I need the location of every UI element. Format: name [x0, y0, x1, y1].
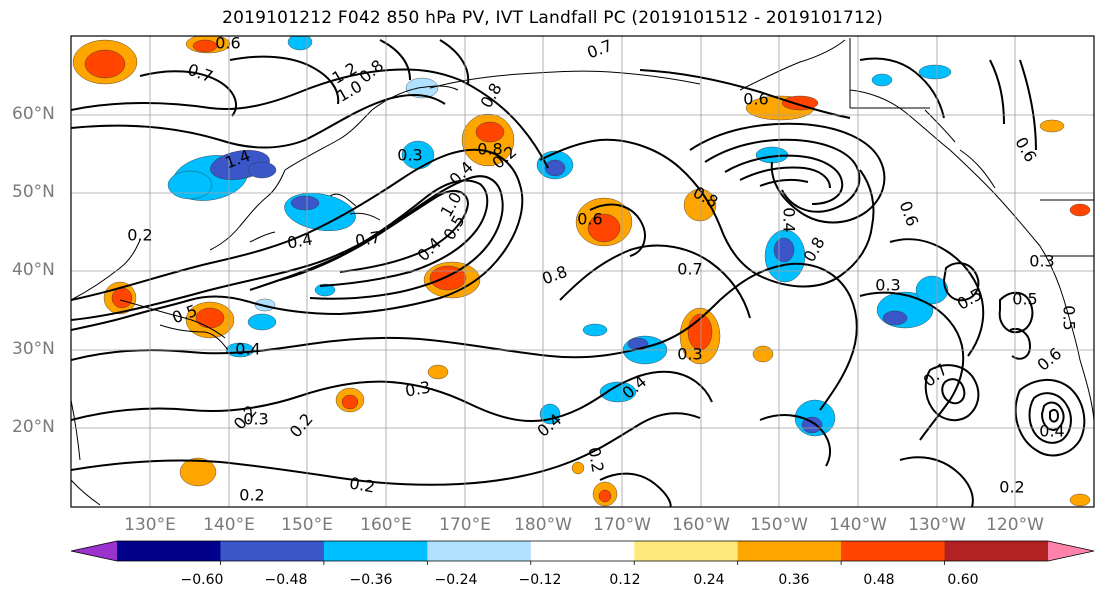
- anomaly-shading: [179, 457, 217, 487]
- map-title: 2019101212 F042 850 hPa PV, IVT Landfall…: [222, 8, 883, 28]
- anomaly-shading: [427, 364, 449, 380]
- lon-label: 150°W: [750, 515, 808, 535]
- anomaly-shading: [544, 159, 566, 177]
- anomaly-shading: [341, 394, 359, 410]
- anomaly-shading: [1069, 203, 1091, 217]
- contour-label: 0.3: [1029, 252, 1054, 271]
- anomaly-shading: [247, 161, 277, 179]
- lon-label: 130°E: [124, 515, 176, 535]
- anomaly-shading: [599, 381, 637, 403]
- lat-label: 60°N: [12, 104, 55, 124]
- colorbar-tick-label: 0.24: [693, 572, 725, 588]
- anomaly-shading: [247, 313, 277, 331]
- contour-label: 0.3: [243, 410, 268, 429]
- anomaly-shading: [405, 77, 439, 99]
- contour-label: 0.8: [477, 140, 502, 159]
- colorbar-tick-label: −0.12: [518, 572, 562, 588]
- lon-label: 170°E: [439, 515, 491, 535]
- contour-label: 0.2: [127, 226, 152, 245]
- lon-label: 140°E: [203, 515, 255, 535]
- lat-label: 20°N: [12, 417, 55, 437]
- colorbar-tick-label: 0.48: [863, 572, 895, 588]
- lon-label: 160°E: [360, 515, 412, 535]
- contour-label: 0.7: [354, 227, 382, 250]
- anomaly-shading: [290, 195, 320, 211]
- anomaly-shading: [1069, 493, 1091, 507]
- colorbar-tick-label: −0.48: [264, 572, 308, 588]
- anomaly-shading: [752, 345, 774, 363]
- anomaly-shading: [571, 461, 585, 475]
- anomaly-shading: [111, 287, 133, 309]
- colorbar-tick-label: 0.12: [609, 572, 641, 588]
- anomaly-shading: [598, 489, 612, 503]
- anomaly-shading: [475, 121, 505, 143]
- contour-label: 0.5: [1012, 290, 1037, 309]
- contour-label: 0.4: [780, 207, 799, 232]
- contour-label: 0.4: [1039, 422, 1064, 441]
- contour-label: 0.6: [215, 34, 240, 53]
- lon-label: 140°W: [829, 515, 887, 535]
- anomaly-shading: [192, 39, 218, 53]
- contour-label: 0.4: [286, 229, 314, 252]
- graticule: [71, 36, 1094, 507]
- anomaly-shading: [195, 307, 225, 329]
- contour-label: 0.2: [286, 410, 317, 442]
- contour-label: 0.3: [404, 377, 432, 400]
- anomaly-shading: [582, 323, 608, 337]
- anomaly-shading: [167, 170, 213, 200]
- colorbar-tick-label: 0.60: [947, 572, 979, 588]
- pv-contours: [71, 39, 1086, 507]
- lat-label: 30°N: [12, 339, 55, 359]
- contour-label: 0.7: [185, 60, 215, 87]
- lon-label: 160°W: [672, 515, 730, 535]
- lat-label: 50°N: [12, 182, 55, 202]
- contour-label: 0.6: [896, 198, 923, 228]
- anomaly-shading: [915, 275, 949, 305]
- lon-label: 150°E: [281, 515, 333, 535]
- colorbar-tick-label: −0.60: [180, 572, 224, 588]
- contour-label: 0.7: [677, 260, 702, 279]
- anomaly-shading: [801, 416, 823, 434]
- contour-label: 0.6: [743, 90, 768, 109]
- map-frame: [70, 35, 1095, 508]
- contour-label: 0.4: [534, 410, 566, 441]
- anomaly-shading: [287, 36, 313, 51]
- contour-label: 0.8: [356, 56, 388, 87]
- contour-label: 0.2: [584, 446, 607, 474]
- contour-label: 0.8: [539, 262, 569, 289]
- anomaly-shading: [1039, 119, 1065, 133]
- contour-label: 0.3: [677, 345, 702, 364]
- lon-label: 170°W: [593, 515, 651, 535]
- anomaly-shading: [84, 49, 126, 79]
- lon-label: 120°W: [986, 515, 1044, 535]
- anomaly-shading: [773, 237, 795, 263]
- colorbar-tick-label: 0.36: [778, 572, 810, 588]
- contour-label: 0.7: [584, 36, 614, 63]
- contour-label: 0.6: [1034, 344, 1066, 375]
- pc-shading: [72, 36, 1091, 507]
- contour-label: 0.6: [577, 210, 602, 229]
- lat-label: 40°N: [12, 260, 55, 280]
- anomaly-shading: [918, 64, 952, 80]
- anomaly-shading: [882, 310, 908, 326]
- coastlines: [71, 38, 1094, 506]
- anomaly-shading: [871, 73, 893, 87]
- contour-label: 0.5: [1060, 305, 1079, 330]
- contour-label: 0.2: [999, 478, 1024, 497]
- contour-label: 0.5: [954, 285, 986, 314]
- contour-labels: 0.60.7 1.21.00.80.70.80.40.30.40.60.80.20…: [127, 34, 1079, 505]
- lon-label: 180°W: [514, 515, 572, 535]
- anomaly-shading: [587, 213, 621, 243]
- colorbar-tick-label: −0.24: [434, 572, 478, 588]
- lon-label: 130°W: [908, 515, 966, 535]
- contour-label: 0.4: [235, 340, 260, 359]
- contour-label: 0.2: [239, 486, 264, 505]
- colorbar-tick-label: −0.36: [349, 572, 393, 588]
- anomaly-shading: [314, 283, 336, 297]
- contour-label: 0.2: [348, 473, 376, 496]
- contour-label: 0.3: [397, 146, 422, 165]
- contour-label: 0.3: [875, 276, 900, 295]
